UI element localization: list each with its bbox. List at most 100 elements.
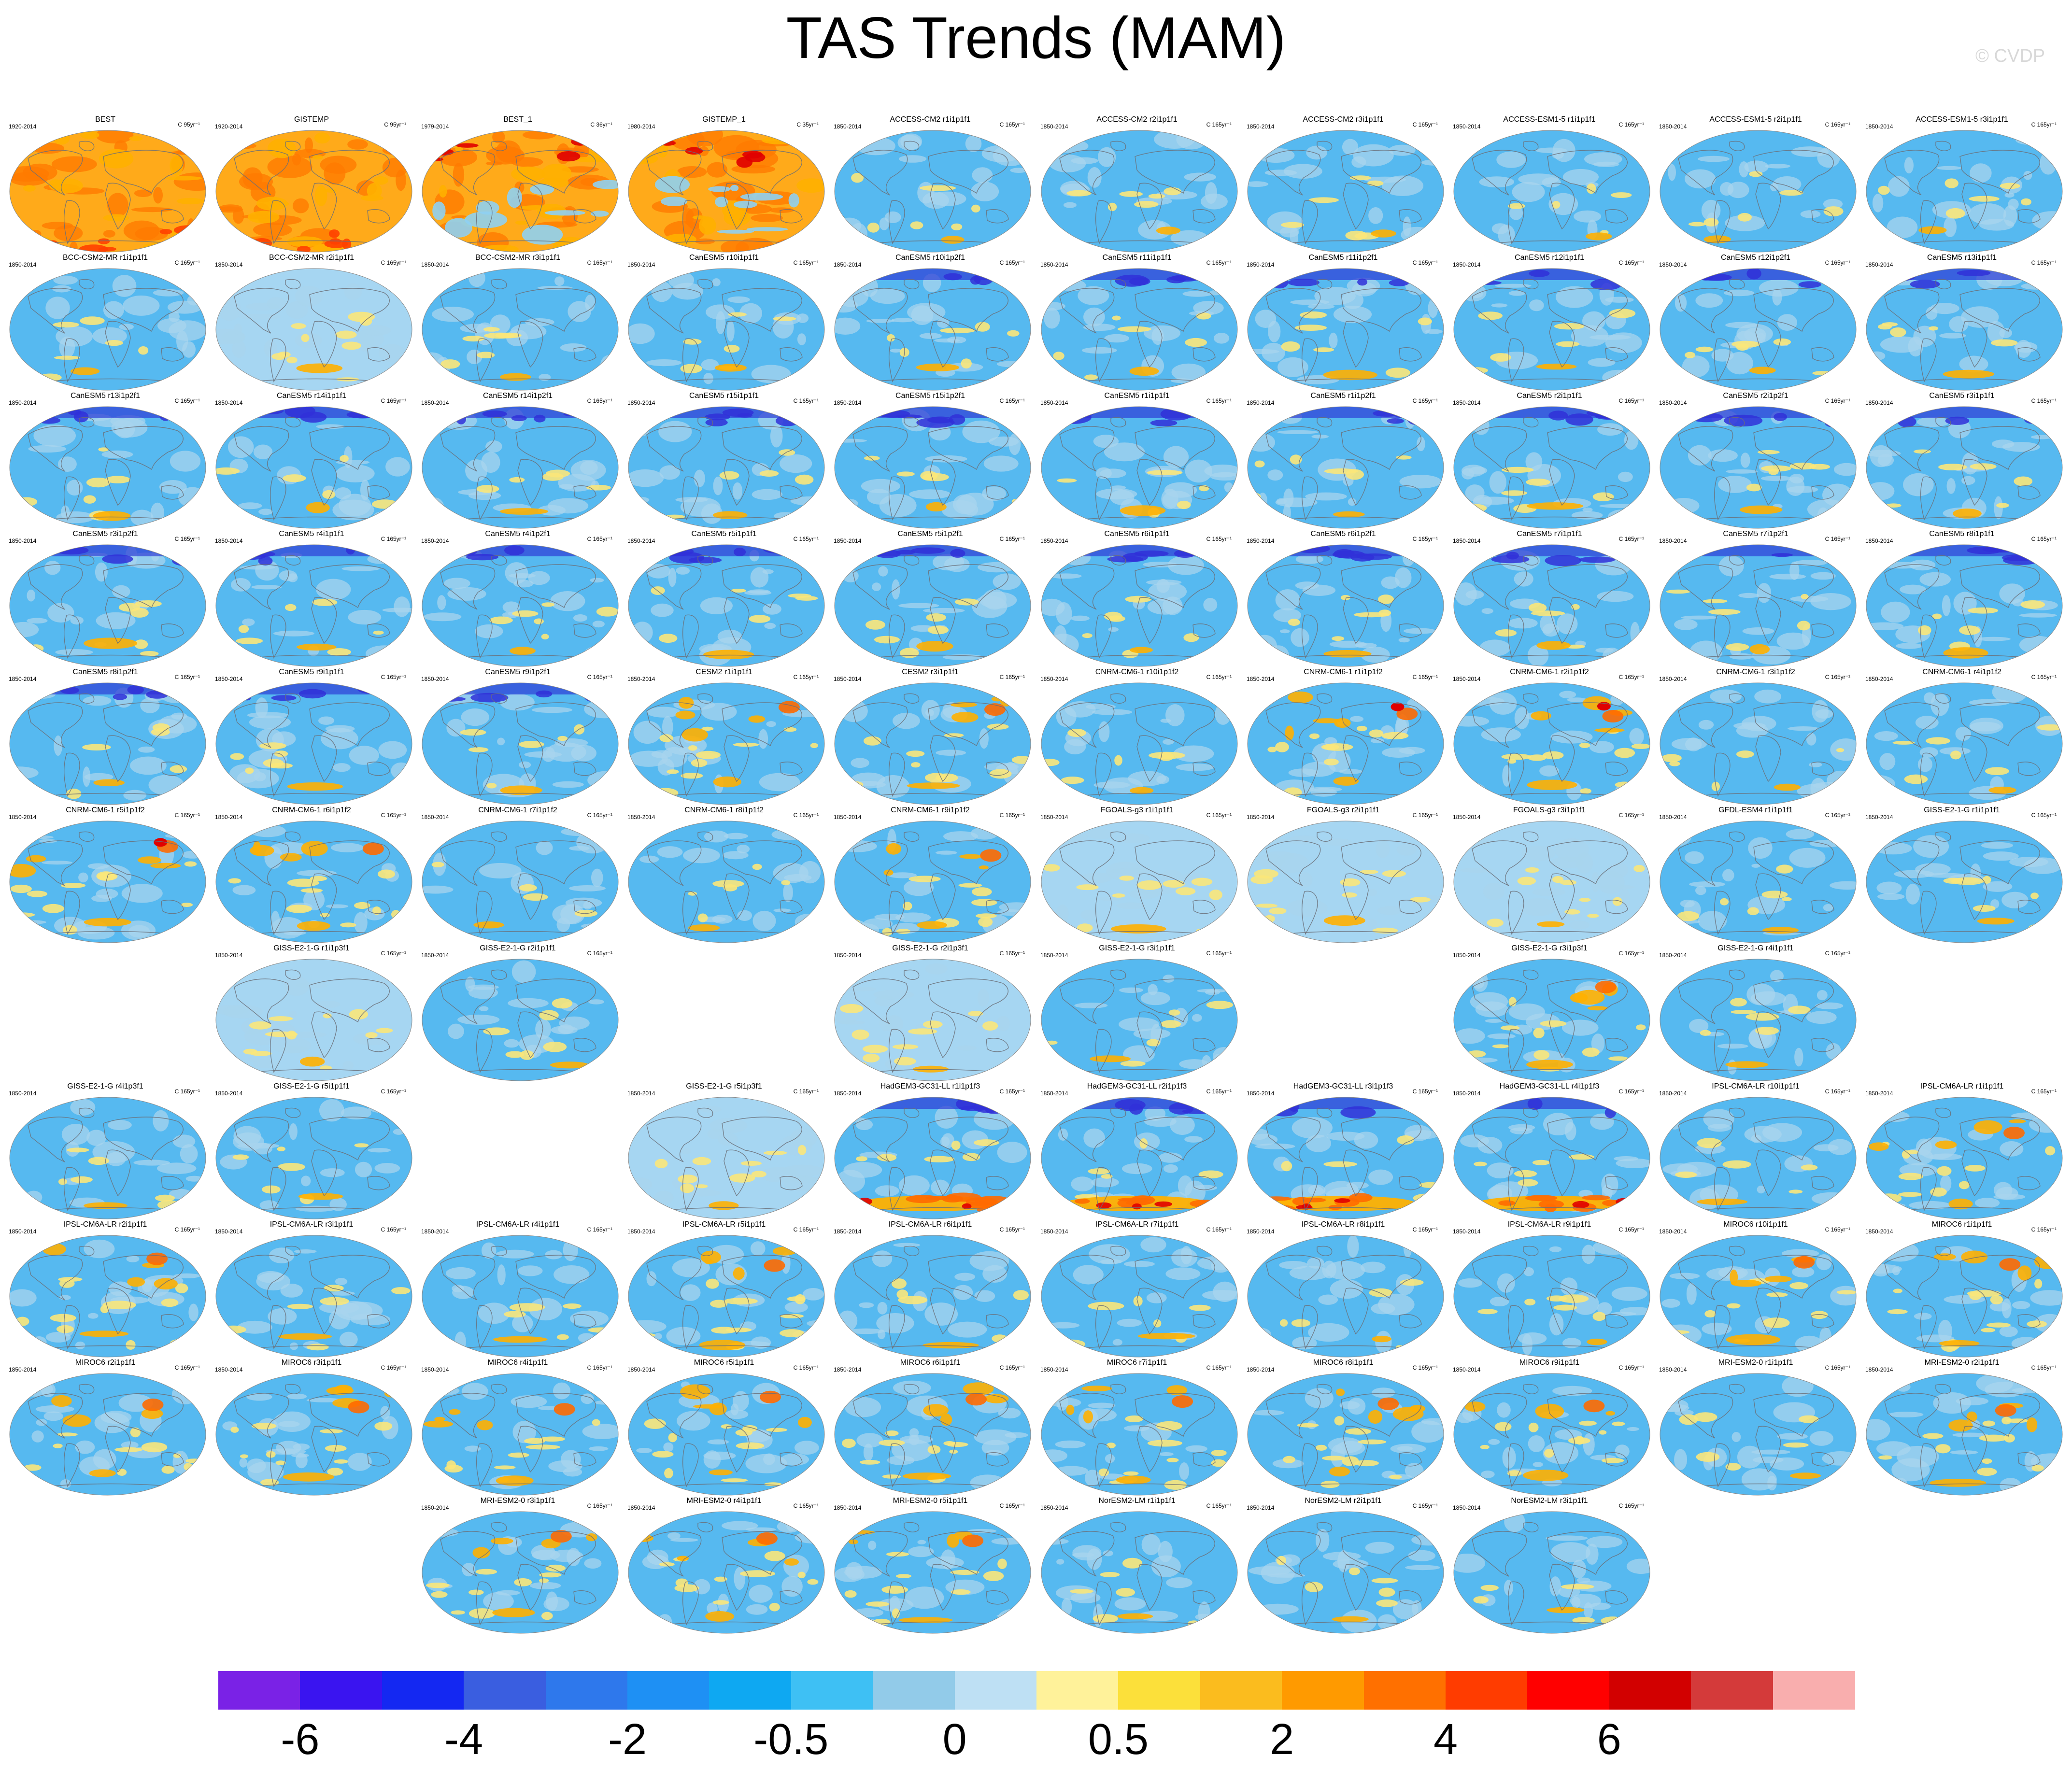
panel-title: GISS-E2-1-G r5i1p1f1 [273,1082,350,1090]
panel-units: C 36yr⁻¹ [590,121,612,128]
panel-units: C 165yr⁻¹ [1618,950,1644,957]
panel-title: CanESM5 r11i1p1f1 [1102,254,1172,262]
panel-years: 1850-2014 [1865,538,1893,544]
panel-units: C 165yr⁻¹ [174,812,200,819]
panel-years: 1850-2014 [1453,1228,1481,1235]
panel-years: 1850-2014 [1247,399,1275,406]
panel-units: C 165yr⁻¹ [381,674,406,680]
panel-years: 1850-2014 [215,1366,243,1373]
panel-units: C 165yr⁻¹ [174,1088,200,1095]
trend-map [1660,544,1857,667]
panel-map [421,1234,619,1358]
map-panel: CanESM5 r9i1p1f1 1850-2014 C 165yr⁻¹ [208,668,415,806]
panel-units: C 165yr⁻¹ [1206,950,1232,957]
trend-map [422,130,619,253]
panel-years: 1850-2014 [1659,538,1687,544]
panel-years: 1850-2014 [627,1366,655,1373]
panel-units: C 165yr⁻¹ [1618,1502,1644,1509]
panel-map [1659,544,1857,667]
panel-units: C 165yr⁻¹ [1825,674,1850,680]
trend-map [1453,1373,1650,1496]
panel-title: CanESM5 r8i1p1f1 [1929,530,1995,538]
panel-units: C 165yr⁻¹ [381,259,406,266]
panel-map [627,1373,825,1496]
panel-units: C 165yr⁻¹ [1206,1364,1232,1371]
panel-years: 1850-2014 [1247,1228,1275,1235]
trend-map [1041,1373,1238,1496]
panel-units: C 165yr⁻¹ [2031,536,2057,542]
map-panel: CanESM5 r6i1p2f1 1850-2014 C 165yr⁻¹ [1240,530,1447,668]
trend-map [1660,1097,1857,1219]
colorbar-box [1200,1671,1282,1710]
panel-units: C 35yr⁻¹ [796,121,819,128]
panel-units: C 165yr⁻¹ [1206,259,1232,266]
panel-years: 1850-2014 [627,538,655,544]
panel-title: CanESM5 r14i1p2f1 [483,392,553,400]
trend-map [422,959,619,1081]
panel-map [421,682,619,806]
trend-map [9,1097,206,1219]
map-panel: CanESM5 r14i1p1f1 1850-2014 C 165yr⁻¹ [208,392,415,530]
panel-map [1865,406,2063,529]
panel-units: C 165yr⁻¹ [381,950,406,957]
panel-map [1659,958,1857,1082]
panel-units: C 165yr⁻¹ [381,812,406,819]
panel-title: MIROC6 r9i1p1f1 [1519,1359,1580,1367]
map-panel: NorESM2-LM r2i1p1f1 1850-2014 C 165yr⁻¹ [1240,1497,1447,1635]
colorbar [218,1671,1855,1710]
trend-map [215,1235,412,1358]
map-panel: MRI-ESM2-0 r5i1p1f1 1850-2014 C 165yr⁻¹ [827,1497,1034,1635]
panel-map [834,129,1032,253]
map-panel: HadGEM3-GC31-LL r3i1p1f3 1850-2014 C 165yr… [1240,1083,1447,1220]
panel-title: CNRM-CM6-1 r9i1p1f2 [891,806,970,814]
trend-map [628,1511,825,1634]
panel-units: C 165yr⁻¹ [1412,121,1438,128]
panel-title: CanESM5 r15i1p1f1 [689,392,759,400]
panel-years: 1850-2014 [1453,399,1481,406]
panel-title: GISS-E2-1-G r2i1p1f1 [480,944,556,952]
trend-map [1453,544,1650,667]
panel-map [1453,268,1651,391]
panel-years: 1850-2014 [9,676,37,682]
panel-title: ACCESS-CM2 r3i1p1f1 [1303,115,1384,124]
trend-map [1866,1097,2063,1219]
panel-years: 1850-2014 [1040,538,1068,544]
panel-years: 1850-2014 [1659,123,1687,130]
trend-map [1041,268,1238,391]
panel-title: HadGEM3-GC31-LL r2i1p1f3 [1087,1082,1187,1090]
panel-map [421,406,619,529]
panel-title: FGOALS-g3 r3i1p1f1 [1513,806,1586,814]
panel-years: 1850-2014 [1453,1366,1481,1373]
panel-units: C 165yr⁻¹ [587,397,612,404]
trend-map [1247,1235,1444,1358]
map-panel: MRI-ESM2-0 r2i1p1f1 1850-2014 C 165yr⁻¹ [1859,1359,2065,1497]
panel-map [627,544,825,667]
panel-title: CNRM-CM6-1 r6i1p1f2 [272,806,351,814]
panel-units: C 165yr⁻¹ [999,674,1025,680]
panel-units: C 165yr⁻¹ [1825,1364,1850,1371]
panel-units: C 165yr⁻¹ [1618,536,1644,542]
map-panel: GFDL-ESM4 r1i1p1f1 1850-2014 C 165yr⁻¹ [1652,807,1859,944]
panel-map [627,268,825,391]
map-panel: GISTEMP_1 1980-2014 C 35yr⁻¹ [621,116,827,254]
panel-title: MIROC6 r7i1p1f1 [1107,1359,1167,1367]
trend-map [1660,682,1857,805]
map-panel: CanESM5 r7i1p2f1 1850-2014 C 165yr⁻¹ [1652,530,1859,668]
panel-units: C 165yr⁻¹ [793,674,819,680]
panel-title: BCC-CSM2-MR r3i1p1f1 [475,254,561,262]
panel-title: HadGEM3-GC31-LL r3i1p1f3 [1293,1082,1393,1090]
panel-title: GISS-E2-1-G r4i1p3f1 [67,1082,143,1090]
colorbar-box [1282,1671,1364,1710]
map-panel: ACCESS-CM2 r2i1p1f1 1850-2014 C 165yr⁻¹ [1034,116,1240,254]
map-panel: CanESM5 r12i1p2f1 1850-2014 C 165yr⁻¹ [1652,254,1859,392]
panel-years: 1850-2014 [9,261,37,268]
trend-map [1041,1097,1238,1219]
panel-units: C 165yr⁻¹ [2031,259,2057,266]
panel-years: 1850-2014 [627,399,655,406]
panel-units: C 165yr⁻¹ [1412,397,1438,404]
panel-years: 1850-2014 [1040,261,1068,268]
trend-map [9,544,206,667]
trend-map [628,1097,825,1219]
panel-units: C 165yr⁻¹ [793,536,819,542]
panel-years: 1850-2014 [9,399,37,406]
